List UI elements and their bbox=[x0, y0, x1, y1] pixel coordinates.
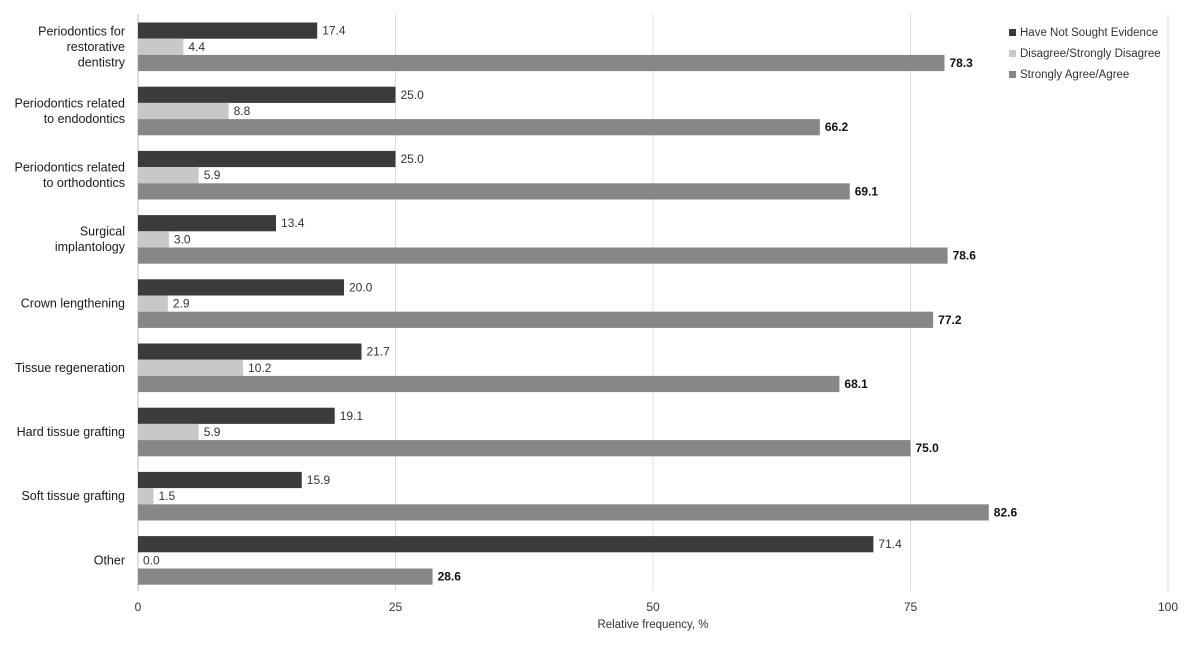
data-label: 77.2 bbox=[938, 313, 962, 327]
legend-swatch bbox=[1009, 50, 1016, 57]
category-label-line: Periodontics related bbox=[15, 160, 126, 174]
bar bbox=[138, 231, 169, 248]
bar bbox=[138, 423, 199, 441]
bar bbox=[138, 407, 335, 424]
category-label: Surgical implantology bbox=[55, 225, 126, 255]
bar bbox=[138, 167, 199, 184]
bar bbox=[138, 54, 945, 72]
bar bbox=[138, 504, 989, 521]
category-label-line: Periodontics related bbox=[15, 96, 126, 110]
data-label: 78.6 bbox=[953, 249, 977, 263]
data-label: 8.8 bbox=[234, 104, 251, 118]
data-label: 1.5 bbox=[158, 489, 175, 503]
data-label: 5.9 bbox=[204, 425, 221, 439]
data-label: 5.9 bbox=[204, 168, 221, 182]
x-tick-label: 100 bbox=[1158, 600, 1178, 614]
legend-label: Disagree/Strongly Disagree bbox=[1020, 48, 1161, 60]
category-label-line: to orthodontics bbox=[43, 176, 125, 190]
data-label: 21.7 bbox=[367, 345, 391, 359]
bar bbox=[138, 295, 168, 312]
data-label: 66.2 bbox=[825, 120, 849, 134]
data-label: 25.0 bbox=[401, 88, 425, 102]
data-label: 69.1 bbox=[855, 184, 879, 198]
data-label: 25.0 bbox=[401, 152, 425, 166]
x-tick-label: 50 bbox=[646, 600, 660, 614]
bar bbox=[138, 38, 184, 55]
bar bbox=[138, 359, 244, 376]
bar bbox=[138, 375, 840, 393]
bar bbox=[138, 247, 948, 264]
data-label: 3.0 bbox=[174, 232, 191, 246]
bar bbox=[138, 568, 433, 585]
bar bbox=[138, 86, 396, 103]
x-axis-title: Relative frequency, % bbox=[597, 619, 708, 631]
bar bbox=[138, 311, 934, 328]
data-label: 19.1 bbox=[340, 409, 364, 423]
legend-label: Have Not Sought Evidence bbox=[1020, 27, 1158, 39]
bar bbox=[138, 536, 874, 553]
legend-label: Strongly Agree/Agree bbox=[1020, 69, 1129, 81]
category-label: Hard tissue grafting bbox=[17, 425, 125, 439]
bar bbox=[138, 119, 820, 136]
x-tick-label: 0 bbox=[135, 600, 142, 614]
category-label: Periodontics related to orthodontics bbox=[15, 160, 126, 190]
data-label: 82.6 bbox=[994, 505, 1018, 519]
data-label: 75.0 bbox=[916, 441, 940, 455]
bar bbox=[138, 150, 396, 168]
category-label: Other bbox=[94, 553, 125, 567]
data-label: 10.2 bbox=[248, 361, 272, 375]
data-label: 0.0 bbox=[143, 553, 160, 567]
bar bbox=[138, 183, 850, 200]
data-label: 68.1 bbox=[844, 377, 868, 391]
data-label: 4.4 bbox=[188, 40, 205, 54]
category-label: Soft tissue grafting bbox=[21, 489, 125, 503]
bar bbox=[138, 22, 318, 39]
bar bbox=[138, 488, 154, 505]
category-label-line: Other bbox=[94, 553, 125, 567]
data-label: 28.6 bbox=[438, 570, 462, 584]
data-label: 2.9 bbox=[173, 297, 190, 311]
data-label: 71.4 bbox=[878, 537, 902, 551]
category-label-line: Periodontics for bbox=[38, 24, 125, 38]
data-label: 17.4 bbox=[322, 24, 346, 38]
data-label: 15.9 bbox=[307, 473, 331, 487]
category-label-line: implantology bbox=[55, 240, 126, 254]
category-label: Periodontics related to endodontics bbox=[15, 96, 126, 126]
category-label-line: Hard tissue grafting bbox=[17, 425, 125, 439]
bar bbox=[138, 102, 229, 120]
x-tick-label: 25 bbox=[389, 600, 403, 614]
bar bbox=[138, 279, 344, 296]
category-label: Periodontics for restorative dentistry bbox=[38, 24, 126, 69]
bar bbox=[138, 471, 302, 489]
category-label-line: Tissue regeneration bbox=[15, 361, 125, 375]
category-label-line: Crown lengthening bbox=[21, 297, 125, 311]
bar bbox=[138, 343, 362, 360]
data-label: 78.3 bbox=[949, 56, 973, 70]
category-label-line: restorative bbox=[67, 40, 125, 54]
legend-swatch bbox=[1009, 71, 1016, 78]
x-tick-label: 75 bbox=[904, 600, 918, 614]
data-label: 13.4 bbox=[281, 216, 305, 230]
category-label: Tissue regeneration bbox=[15, 361, 125, 375]
category-label-line: dentistry bbox=[78, 55, 126, 69]
bar bbox=[138, 440, 911, 457]
legend-swatch bbox=[1009, 29, 1016, 36]
category-label: Crown lengthening bbox=[21, 297, 125, 311]
category-label-line: Surgical bbox=[80, 225, 125, 239]
bar bbox=[138, 215, 277, 232]
data-label: 20.0 bbox=[349, 280, 373, 294]
category-label-line: to endodontics bbox=[44, 112, 125, 126]
category-label-line: Soft tissue grafting bbox=[21, 489, 125, 503]
